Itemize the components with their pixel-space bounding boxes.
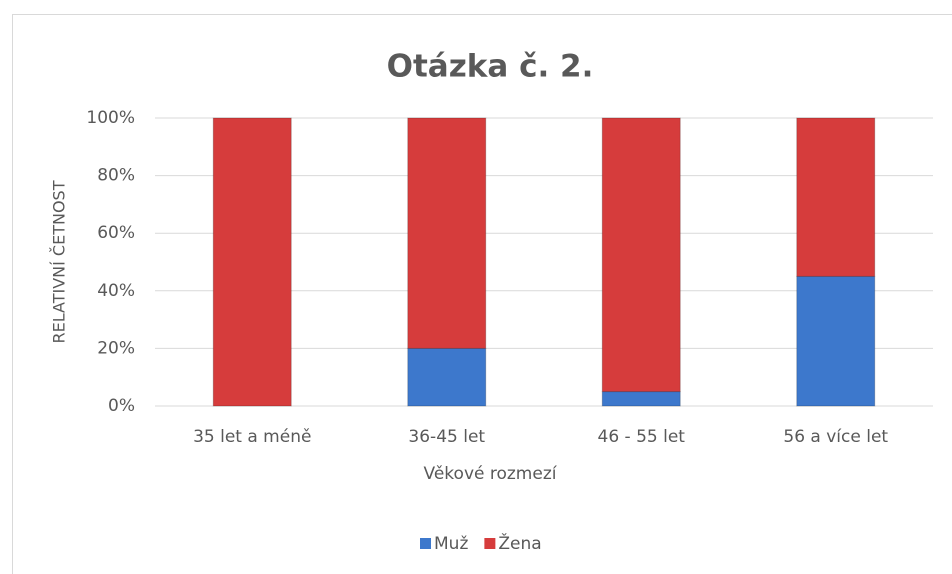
x-tick-label: 56 a více let bbox=[783, 427, 888, 447]
y-tick-label: 40% bbox=[97, 281, 135, 301]
bar-segment bbox=[796, 275, 876, 407]
bar-segment bbox=[601, 391, 681, 407]
x-axis-label: Věkové rozmezí bbox=[424, 464, 558, 484]
y-tick-label: 60% bbox=[97, 223, 135, 243]
y-tick-label: 20% bbox=[97, 338, 135, 358]
bar-segment bbox=[601, 117, 681, 393]
x-tick-label: 35 let a méně bbox=[193, 427, 311, 447]
legend-label: Žena bbox=[498, 532, 541, 554]
bar-segment bbox=[407, 347, 487, 407]
bar-segment bbox=[796, 117, 876, 277]
bar-segment bbox=[212, 117, 292, 407]
x-tick-label: 46 - 55 let bbox=[598, 427, 686, 447]
y-tick-label: 80% bbox=[97, 166, 135, 186]
legend-label: Muž bbox=[434, 534, 468, 554]
chart-title: Otázka č. 2. bbox=[387, 49, 594, 85]
y-tick-label: 0% bbox=[108, 396, 135, 416]
legend-marker bbox=[420, 538, 431, 549]
bar-segment bbox=[407, 117, 487, 349]
y-tick-label: 100% bbox=[86, 108, 135, 128]
x-tick-label: 36-45 let bbox=[408, 427, 485, 447]
legend-marker bbox=[484, 538, 496, 549]
y-axis-label: RELATIVNÍ ČETNOST bbox=[50, 180, 69, 343]
